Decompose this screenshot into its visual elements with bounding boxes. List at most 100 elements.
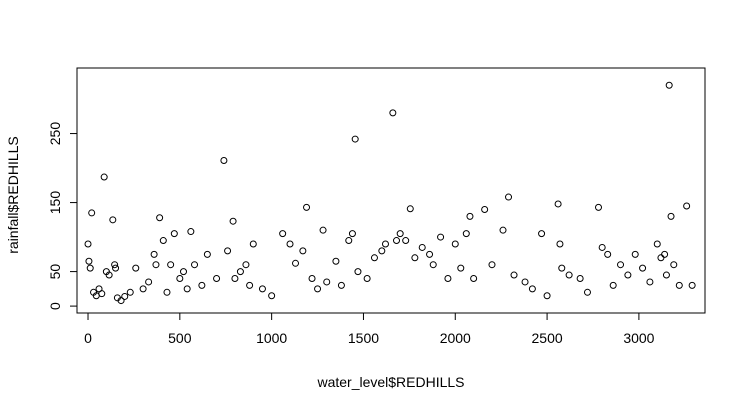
data-point bbox=[319, 226, 327, 234]
x-tick-label: 3000 bbox=[623, 330, 654, 346]
data-point bbox=[246, 281, 254, 289]
data-point bbox=[462, 230, 470, 238]
data-point bbox=[126, 288, 134, 296]
data-point bbox=[429, 261, 437, 269]
data-point bbox=[198, 281, 206, 289]
y-axis-label: rainfall$REDHILLS bbox=[5, 136, 21, 254]
data-point bbox=[98, 290, 106, 298]
data-point bbox=[85, 257, 93, 265]
data-point bbox=[229, 217, 237, 225]
data-point bbox=[538, 230, 546, 238]
data-point bbox=[86, 264, 94, 272]
data-point bbox=[378, 247, 386, 255]
data-point bbox=[156, 214, 164, 222]
data-point bbox=[292, 259, 300, 267]
data-point bbox=[105, 271, 113, 279]
data-point bbox=[598, 243, 606, 251]
x-tick-label: 0 bbox=[84, 330, 92, 346]
data-point bbox=[100, 173, 108, 181]
data-point bbox=[303, 203, 311, 211]
data-point bbox=[595, 203, 602, 211]
data-point bbox=[437, 233, 445, 241]
data-point bbox=[411, 254, 419, 262]
data-point bbox=[667, 212, 675, 220]
data-point bbox=[121, 292, 129, 300]
data-point bbox=[481, 205, 489, 213]
data-point bbox=[191, 261, 199, 269]
data-point bbox=[354, 268, 362, 276]
data-point bbox=[406, 205, 414, 213]
data-point bbox=[117, 297, 125, 305]
data-point bbox=[466, 212, 474, 220]
data-point bbox=[543, 292, 551, 300]
data-point bbox=[279, 230, 287, 238]
data-point bbox=[308, 274, 316, 282]
data-point bbox=[604, 250, 612, 258]
data-point bbox=[159, 237, 167, 245]
data-point bbox=[132, 264, 140, 272]
data-point bbox=[381, 240, 389, 248]
data-point bbox=[646, 278, 654, 286]
y-tick-label: 0 bbox=[47, 302, 63, 310]
data-point bbox=[163, 288, 171, 296]
data-point bbox=[457, 264, 465, 272]
data-point bbox=[631, 250, 639, 258]
data-point bbox=[268, 292, 276, 300]
data-point bbox=[389, 109, 397, 117]
data-point bbox=[583, 288, 591, 296]
data-point bbox=[402, 237, 410, 245]
data-point bbox=[521, 278, 529, 286]
data-point bbox=[444, 274, 452, 282]
x-tick-label: 1500 bbox=[348, 330, 379, 346]
data-point bbox=[488, 261, 496, 269]
data-point bbox=[499, 226, 507, 234]
data-point bbox=[88, 209, 96, 217]
data-point bbox=[236, 268, 244, 276]
data-point bbox=[528, 285, 536, 293]
data-point bbox=[351, 135, 359, 143]
data-point bbox=[314, 285, 322, 293]
data-point bbox=[337, 281, 345, 289]
data-point bbox=[348, 230, 356, 238]
data-point bbox=[323, 278, 331, 286]
y-axis: 0 50 150 250 bbox=[47, 122, 78, 310]
data-point bbox=[183, 285, 191, 293]
data-point bbox=[576, 274, 584, 282]
data-point bbox=[624, 271, 632, 279]
y-tick-label: 150 bbox=[47, 191, 63, 215]
data-point bbox=[393, 237, 401, 245]
data-point bbox=[554, 200, 562, 208]
data-point bbox=[396, 230, 404, 238]
data-point bbox=[145, 278, 153, 286]
data-point bbox=[675, 281, 683, 289]
data-point bbox=[418, 243, 426, 251]
data-point bbox=[653, 240, 661, 248]
data-point bbox=[109, 216, 117, 224]
data-point bbox=[299, 247, 307, 255]
data-point bbox=[363, 274, 371, 282]
data-point bbox=[370, 254, 378, 262]
data-point bbox=[332, 257, 340, 265]
data-points bbox=[84, 81, 696, 305]
data-point bbox=[556, 240, 564, 248]
data-point bbox=[609, 281, 617, 289]
data-point bbox=[242, 261, 250, 269]
data-point bbox=[84, 240, 92, 248]
x-tick-label: 500 bbox=[168, 330, 192, 346]
data-point bbox=[683, 202, 691, 210]
data-point bbox=[111, 261, 119, 269]
data-point bbox=[617, 261, 625, 269]
data-point bbox=[558, 264, 566, 272]
y-tick-label: 250 bbox=[47, 122, 63, 146]
data-point bbox=[451, 240, 459, 248]
x-tick-label: 2500 bbox=[532, 330, 563, 346]
data-point bbox=[180, 268, 187, 276]
data-point bbox=[150, 250, 158, 258]
data-point bbox=[170, 230, 178, 238]
data-point bbox=[661, 250, 669, 258]
data-point bbox=[670, 261, 678, 269]
x-tick-label: 1000 bbox=[256, 330, 287, 346]
plot-frame bbox=[76, 67, 706, 314]
data-point bbox=[657, 254, 665, 262]
